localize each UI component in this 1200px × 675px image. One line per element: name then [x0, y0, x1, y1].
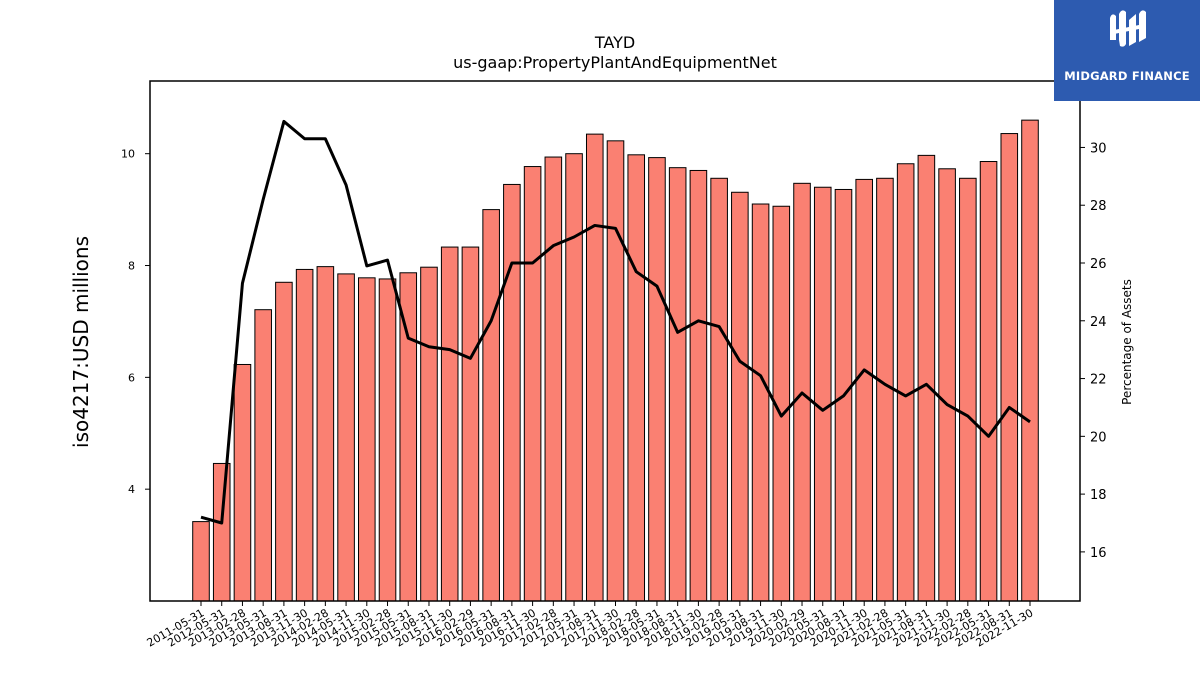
- bar: [1021, 119, 1039, 602]
- y-right-tick-label: 20: [1090, 430, 1107, 445]
- bar: [254, 309, 272, 602]
- bar: [358, 277, 376, 602]
- bar: [648, 157, 666, 602]
- bar: [606, 140, 625, 602]
- plot-frame: [149, 80, 1081, 602]
- bar: [378, 278, 397, 602]
- bar: [461, 246, 480, 602]
- bar: [192, 521, 210, 602]
- bar: [275, 281, 293, 602]
- bar: [813, 186, 832, 602]
- chart-title: TAYD: [594, 33, 635, 52]
- bar: [420, 266, 438, 602]
- bar: [876, 177, 894, 602]
- bar: [565, 153, 583, 602]
- bar: [585, 133, 604, 602]
- y-right-tick-label: 18: [1090, 488, 1107, 503]
- bar: [710, 177, 728, 602]
- y-right-tick-label: 26: [1090, 257, 1107, 272]
- line-path: [200, 119, 1031, 525]
- midgard-finance-logo: MIDGARD FINANCE: [1054, 0, 1200, 101]
- bar: [212, 462, 231, 602]
- axis-ticks: 4681016182022242628302011-05-312012-05-3…: [121, 141, 1107, 649]
- line-series: [200, 119, 1031, 525]
- bar: [979, 161, 998, 602]
- bar: [855, 178, 873, 602]
- bar: [751, 203, 770, 602]
- bar: [1000, 133, 1019, 602]
- y-axis-label-right: Percentage of Assets: [1120, 279, 1134, 405]
- bar: [938, 168, 956, 602]
- bar: [917, 154, 936, 602]
- y-left-tick-label: 4: [128, 483, 135, 496]
- bar: [482, 209, 500, 602]
- bar: [544, 156, 563, 602]
- y-right-tick-label: 28: [1090, 199, 1107, 214]
- bar: [233, 363, 252, 602]
- y-right-tick-label: 30: [1090, 141, 1107, 156]
- y-right-tick-label: 22: [1090, 373, 1107, 388]
- bar: [627, 154, 646, 602]
- chart-subtitle: us-gaap:PropertyPlantAndEquipmentNet: [453, 53, 777, 72]
- y-left-tick-label: 8: [128, 260, 135, 273]
- bar: [959, 177, 977, 602]
- bar: [731, 191, 749, 602]
- y-axis-label-left: iso4217:USD millions: [69, 236, 93, 448]
- y-right-tick-label: 24: [1090, 315, 1107, 330]
- bar: [896, 163, 915, 602]
- bar: [316, 266, 335, 602]
- bar: [668, 167, 687, 602]
- bar: [503, 183, 521, 602]
- y-left-tick-label: 10: [121, 148, 135, 161]
- bar-series: [192, 119, 1039, 602]
- bar: [295, 268, 314, 602]
- bar: [337, 273, 355, 602]
- bar: [523, 166, 542, 602]
- logo-text: MIDGARD FINANCE: [1064, 69, 1190, 83]
- bar: [440, 246, 459, 602]
- bar: [689, 169, 708, 602]
- midgard-logo-icon: [1110, 10, 1146, 47]
- y-right-tick-label: 16: [1090, 546, 1107, 561]
- y-left-tick-label: 6: [128, 371, 135, 384]
